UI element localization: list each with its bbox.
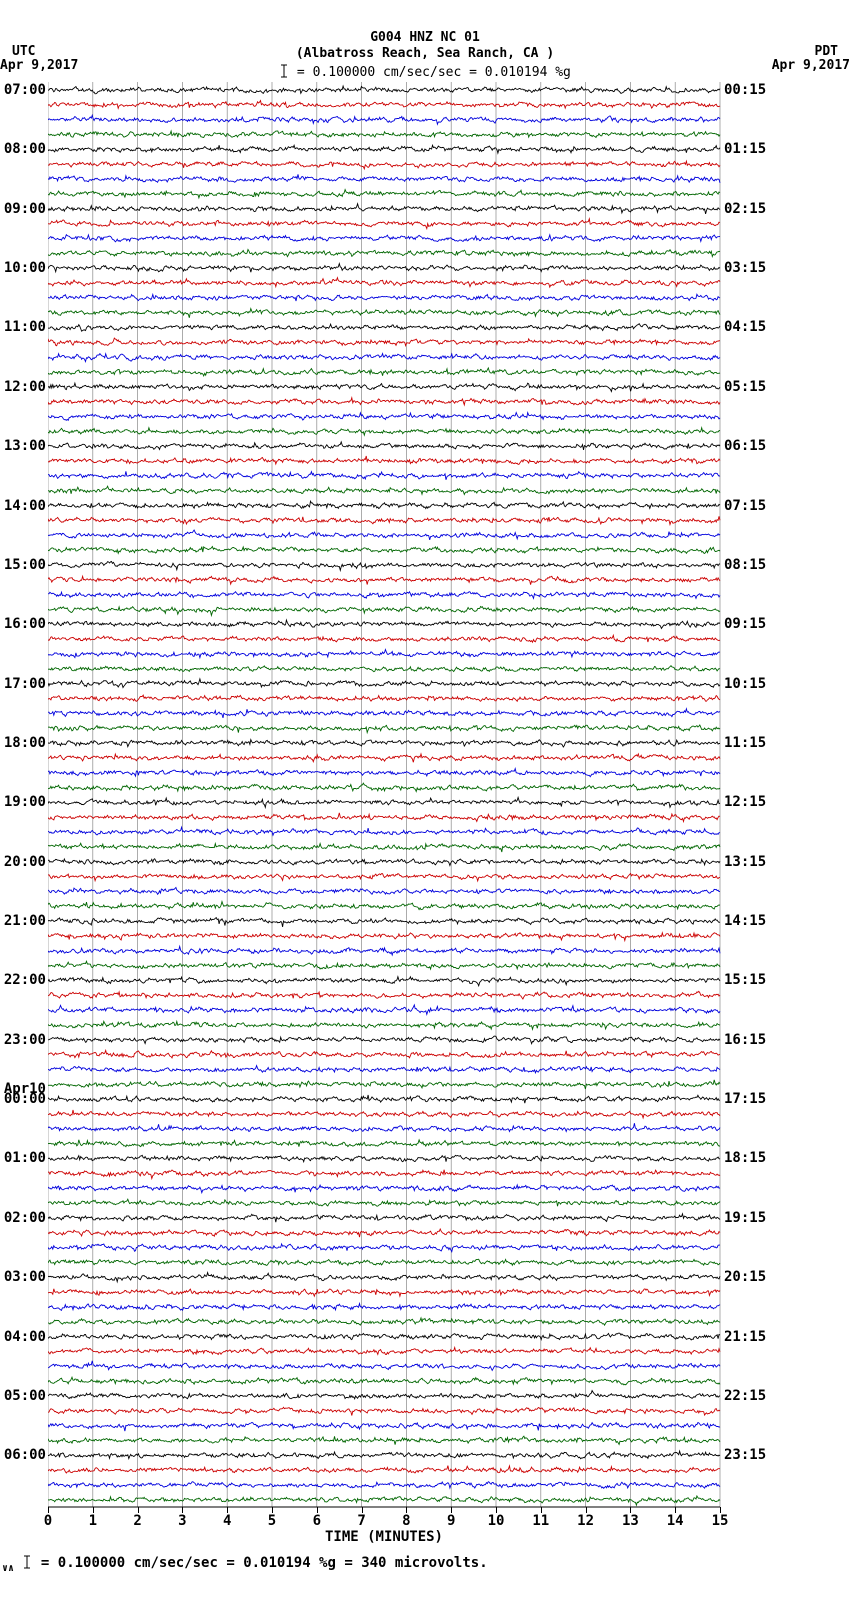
pdt-date: Apr 9,2017 [772, 58, 850, 73]
utc-time-label: 03:00 [0, 1269, 46, 1285]
pdt-time-label: 09:15 [724, 616, 766, 632]
x-tick-label: 7 [352, 1513, 372, 1529]
pdt-time-label: 13:15 [724, 854, 766, 870]
pdt-time-label: 22:15 [724, 1388, 766, 1404]
x-tick-label: 0 [38, 1513, 58, 1529]
pdt-time-label: 11:15 [724, 735, 766, 751]
utc-time-label: 18:00 [0, 735, 46, 751]
pdt-time-label: 12:15 [724, 794, 766, 810]
x-tick-label: 10 [486, 1513, 506, 1529]
utc-time-label: 10:00 [0, 260, 46, 276]
x-tick-label: 9 [441, 1513, 461, 1529]
x-tick-label: 12 [576, 1513, 596, 1529]
utc-time-label: 06:00 [0, 1447, 46, 1463]
pdt-time-label: 07:15 [724, 498, 766, 514]
utc-time-label: 00:00 [0, 1091, 46, 1107]
x-axis-label: TIME (MINUTES) [48, 1529, 720, 1545]
pdt-time-label: 19:15 [724, 1210, 766, 1226]
x-tick-label: 1 [83, 1513, 103, 1529]
utc-time-label: 05:00 [0, 1388, 46, 1404]
pdt-time-label: 01:15 [724, 141, 766, 157]
pdt-time-label: 10:15 [724, 676, 766, 692]
utc-time-label: 16:00 [0, 616, 46, 632]
pdt-time-label: 04:15 [724, 319, 766, 335]
pdt-time-label: 20:15 [724, 1269, 766, 1285]
pdt-time-label: 23:15 [724, 1447, 766, 1463]
footer-scale: ∨∧ = 0.100000 cm/sec/sec = 0.010194 %g =… [2, 1555, 488, 1574]
pdt-time-label: 00:15 [724, 82, 766, 98]
utc-time-label: 12:00 [0, 379, 46, 395]
pdt-time-label: 17:15 [724, 1091, 766, 1107]
utc-time-label: 19:00 [0, 794, 46, 810]
pdt-time-label: 05:15 [724, 379, 766, 395]
x-tick-label: 4 [217, 1513, 237, 1529]
utc-time-label: 04:00 [0, 1329, 46, 1345]
pdt-time-label: 21:15 [724, 1329, 766, 1345]
utc-time-label: 23:00 [0, 1032, 46, 1048]
station-location: (Albatross Reach, Sea Ranch, CA ) [0, 46, 850, 61]
x-tick-label: 3 [172, 1513, 192, 1529]
scale-line-top: = 0.100000 cm/sec/sec = 0.010194 %g [0, 64, 850, 80]
utc-time-label: 15:00 [0, 557, 46, 573]
pdt-time-label: 06:15 [724, 438, 766, 454]
helicorder-plot [48, 82, 722, 1537]
utc-time-label: 01:00 [0, 1150, 46, 1166]
pdt-time-label: 14:15 [724, 913, 766, 929]
pdt-time-label: 18:15 [724, 1150, 766, 1166]
x-tick-label: 11 [531, 1513, 551, 1529]
x-tick-label: 2 [128, 1513, 148, 1529]
utc-date: Apr 9,2017 [0, 58, 78, 73]
utc-time-label: 08:00 [0, 141, 46, 157]
pdt-time-label: 16:15 [724, 1032, 766, 1048]
x-tick-label: 15 [710, 1513, 730, 1529]
utc-time-label: 20:00 [0, 854, 46, 870]
utc-time-label: 13:00 [0, 438, 46, 454]
pdt-time-label: 02:15 [724, 201, 766, 217]
utc-time-label: 17:00 [0, 676, 46, 692]
utc-label: UTC [12, 44, 35, 59]
x-tick-label: 8 [396, 1513, 416, 1529]
x-tick-label: 13 [620, 1513, 640, 1529]
pdt-label: PDT [815, 44, 838, 59]
utc-time-label: 07:00 [0, 82, 46, 98]
pdt-time-label: 08:15 [724, 557, 766, 573]
utc-time-label: 02:00 [0, 1210, 46, 1226]
utc-time-label: 11:00 [0, 319, 46, 335]
pdt-time-label: 15:15 [724, 972, 766, 988]
station-title: G004 HNZ NC 01 [0, 30, 850, 45]
pdt-time-label: 03:15 [724, 260, 766, 276]
x-tick-label: 6 [307, 1513, 327, 1529]
utc-time-label: 14:00 [0, 498, 46, 514]
x-tick-label: 14 [665, 1513, 685, 1529]
x-tick-label: 5 [262, 1513, 282, 1529]
utc-time-label: 09:00 [0, 201, 46, 217]
utc-time-label: 22:00 [0, 972, 46, 988]
utc-time-label: 21:00 [0, 913, 46, 929]
